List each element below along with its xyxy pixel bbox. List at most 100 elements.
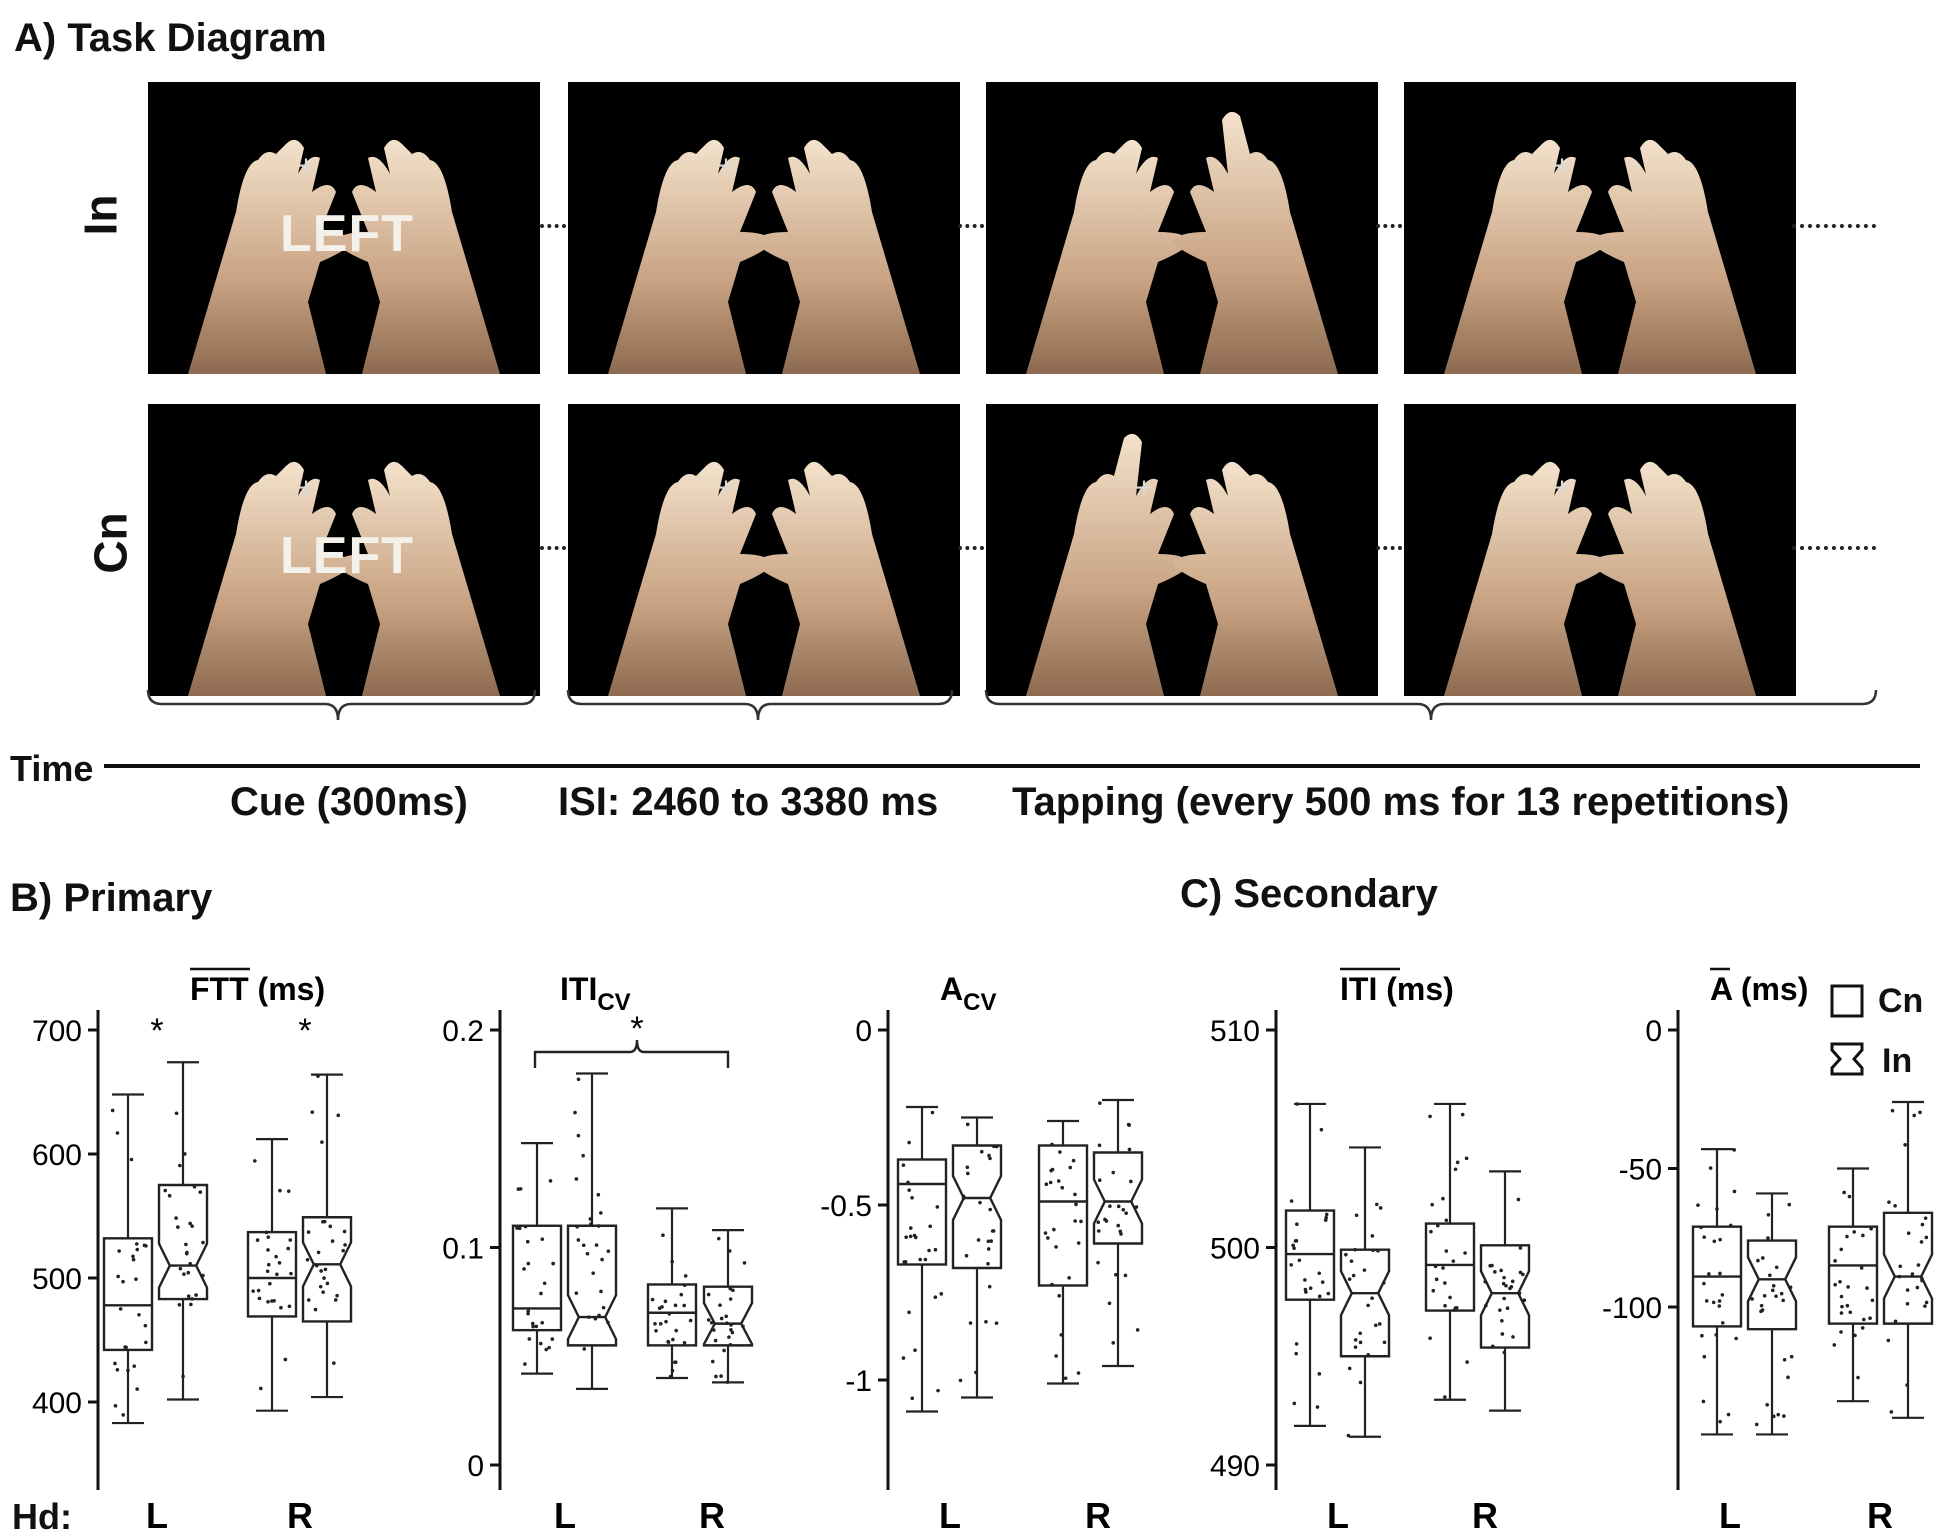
data-point: [1493, 1270, 1497, 1274]
data-point: [1441, 1266, 1445, 1270]
data-point: [1096, 1220, 1101, 1225]
data-point: [1060, 1185, 1065, 1190]
data-point: [718, 1303, 722, 1307]
data-point: [343, 1243, 347, 1247]
data-point: [1718, 1419, 1722, 1424]
data-point: [593, 1317, 598, 1321]
legend-notched-box-icon: [1830, 1042, 1864, 1076]
data-point: [1887, 1200, 1891, 1204]
stimulus-panel-cn-1: + LEFT: [148, 404, 540, 696]
data-point: [1756, 1258, 1760, 1263]
data-point: [178, 1266, 183, 1271]
data-point: [1435, 1223, 1440, 1228]
data-point: [117, 1249, 121, 1253]
data-point: [1839, 1247, 1844, 1252]
bracket-isi: [566, 690, 954, 721]
data-point: [1839, 1330, 1843, 1334]
data-point: [1505, 1306, 1510, 1311]
data-point: [727, 1249, 732, 1253]
data-point: [1923, 1216, 1928, 1220]
data-point: [1057, 1294, 1062, 1298]
data-point: [596, 1224, 601, 1228]
data-point: [936, 1388, 940, 1393]
data-point: [113, 1404, 118, 1408]
data-point: [730, 1330, 735, 1335]
data-point: [728, 1287, 733, 1291]
data-point: [575, 1224, 579, 1229]
data-point: [167, 1193, 172, 1198]
data-point: [719, 1316, 724, 1321]
y-tick-label: -100: [1602, 1292, 1662, 1325]
data-point: [287, 1304, 292, 1309]
data-point: [286, 1189, 291, 1193]
time-axis-label: Time: [10, 748, 94, 789]
data-point: [1048, 1180, 1053, 1185]
data-point: [527, 1337, 532, 1341]
y-tick-label: -1: [845, 1365, 872, 1398]
data-point: [682, 1303, 687, 1308]
data-point: [255, 1238, 260, 1242]
data-point: [288, 1238, 293, 1242]
data-point: [192, 1184, 197, 1189]
data-point: [1847, 1194, 1852, 1199]
data-point: [712, 1328, 716, 1332]
data-point: [540, 1320, 545, 1325]
data-point: [988, 1207, 992, 1212]
section-title-primary: B) Primary: [10, 876, 213, 920]
data-point: [1893, 1204, 1897, 1208]
data-point: [1702, 1354, 1707, 1359]
data-point: [121, 1279, 125, 1284]
data-point: [1782, 1414, 1786, 1418]
data-point: [1056, 1179, 1061, 1183]
data-point: [132, 1364, 137, 1368]
data-point: [143, 1323, 148, 1328]
data-point: [1371, 1248, 1375, 1253]
data-point: [606, 1249, 611, 1253]
data-point: [135, 1247, 140, 1252]
data-point: [599, 1211, 603, 1215]
data-point: [266, 1299, 270, 1304]
ellipsis-dots: [1792, 224, 1876, 228]
data-point: [547, 1345, 551, 1350]
data-point: [1344, 1252, 1348, 1257]
data-point: [574, 1177, 579, 1181]
data-point: [1754, 1422, 1759, 1427]
data-point: [594, 1243, 599, 1247]
data-point: [1124, 1211, 1128, 1216]
fixation-cross: +: [717, 149, 735, 182]
data-point: [534, 1324, 539, 1329]
data-point: [1381, 1281, 1386, 1285]
data-point: [573, 1110, 577, 1115]
data-point: [913, 1235, 918, 1240]
data-point: [1377, 1322, 1382, 1326]
data-point: [1502, 1296, 1506, 1301]
data-point: [1443, 1281, 1447, 1285]
data-point: [908, 1234, 913, 1239]
data-point: [1711, 1300, 1716, 1305]
data-point: [650, 1297, 655, 1302]
data-point: [1905, 1301, 1910, 1306]
data-point: [661, 1233, 665, 1238]
data-point: [1518, 1246, 1523, 1250]
box-in-R: [1479, 1170, 1531, 1412]
data-point: [1317, 1294, 1322, 1299]
data-point: [1498, 1308, 1502, 1312]
data-point: [314, 1263, 319, 1268]
data-point: [1522, 1298, 1527, 1303]
data-point: [984, 1319, 988, 1324]
data-point: [118, 1307, 123, 1311]
data-point: [1848, 1310, 1853, 1315]
data-point: [1846, 1285, 1850, 1289]
data-point: [110, 1108, 115, 1113]
data-point: [1856, 1375, 1860, 1380]
data-point: [336, 1113, 341, 1118]
data-point: [1358, 1380, 1363, 1385]
data-point: [664, 1319, 668, 1324]
data-point: [606, 1320, 610, 1325]
data-point: [576, 1238, 581, 1242]
right-hand: [754, 461, 920, 696]
data-point: [1370, 1234, 1375, 1238]
data-point: [709, 1320, 714, 1325]
data-point: [322, 1219, 327, 1224]
y-tick-label: 500: [1210, 1233, 1260, 1266]
